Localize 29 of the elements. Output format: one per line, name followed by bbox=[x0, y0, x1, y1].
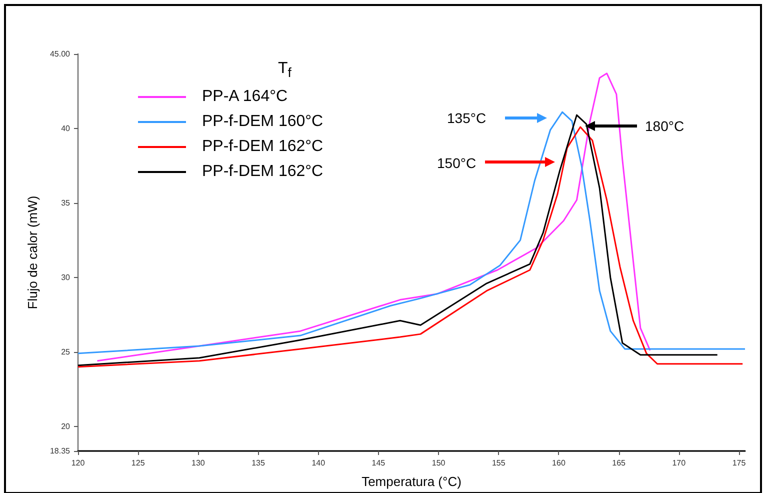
x-tick-label: 120 bbox=[71, 458, 86, 468]
y-tick-label: 18.35 bbox=[50, 446, 71, 456]
y-axis-title: Flujo de calor (mW) bbox=[25, 196, 40, 310]
x-tick-label: 145 bbox=[372, 458, 386, 468]
x-tick-label: 170 bbox=[672, 458, 686, 468]
annotation: 180°C bbox=[645, 118, 684, 134]
y-tick-label: 30 bbox=[61, 272, 71, 282]
annotation: 150°C bbox=[437, 155, 476, 171]
y-tick-label: 40 bbox=[61, 124, 71, 133]
legend-label: PP-A 164°C bbox=[202, 88, 288, 106]
legend-label: PP-f-DEM 160°C bbox=[202, 113, 324, 131]
legend-title: T$_{f}$ bbox=[278, 60, 292, 80]
x-tick-label: 175 bbox=[732, 458, 746, 468]
y-tick-label: 35 bbox=[61, 198, 71, 208]
x-tick-label: 125 bbox=[131, 458, 146, 468]
legend-label: PP-f-DEM 162°C bbox=[202, 163, 324, 181]
x-tick-label: 155 bbox=[492, 458, 506, 468]
annotation: 135°C bbox=[447, 110, 486, 126]
x-axis-title: Temperatura (°C) bbox=[362, 474, 462, 489]
legend-label: PP-f-DEM 162°C bbox=[202, 138, 324, 156]
x-tick-label: 140 bbox=[312, 458, 326, 468]
y-tick-label: 25 bbox=[61, 347, 71, 356]
x-tick-label: 150 bbox=[432, 458, 446, 468]
x-tick-label: 165 bbox=[612, 458, 626, 468]
x-tick-label: 160 bbox=[552, 458, 566, 468]
y-tick-label: 45.00 bbox=[50, 50, 71, 58]
y-tick-label: 20 bbox=[61, 422, 71, 431]
x-tick-label: 130 bbox=[192, 458, 206, 468]
x-tick-label: 135 bbox=[252, 458, 266, 468]
